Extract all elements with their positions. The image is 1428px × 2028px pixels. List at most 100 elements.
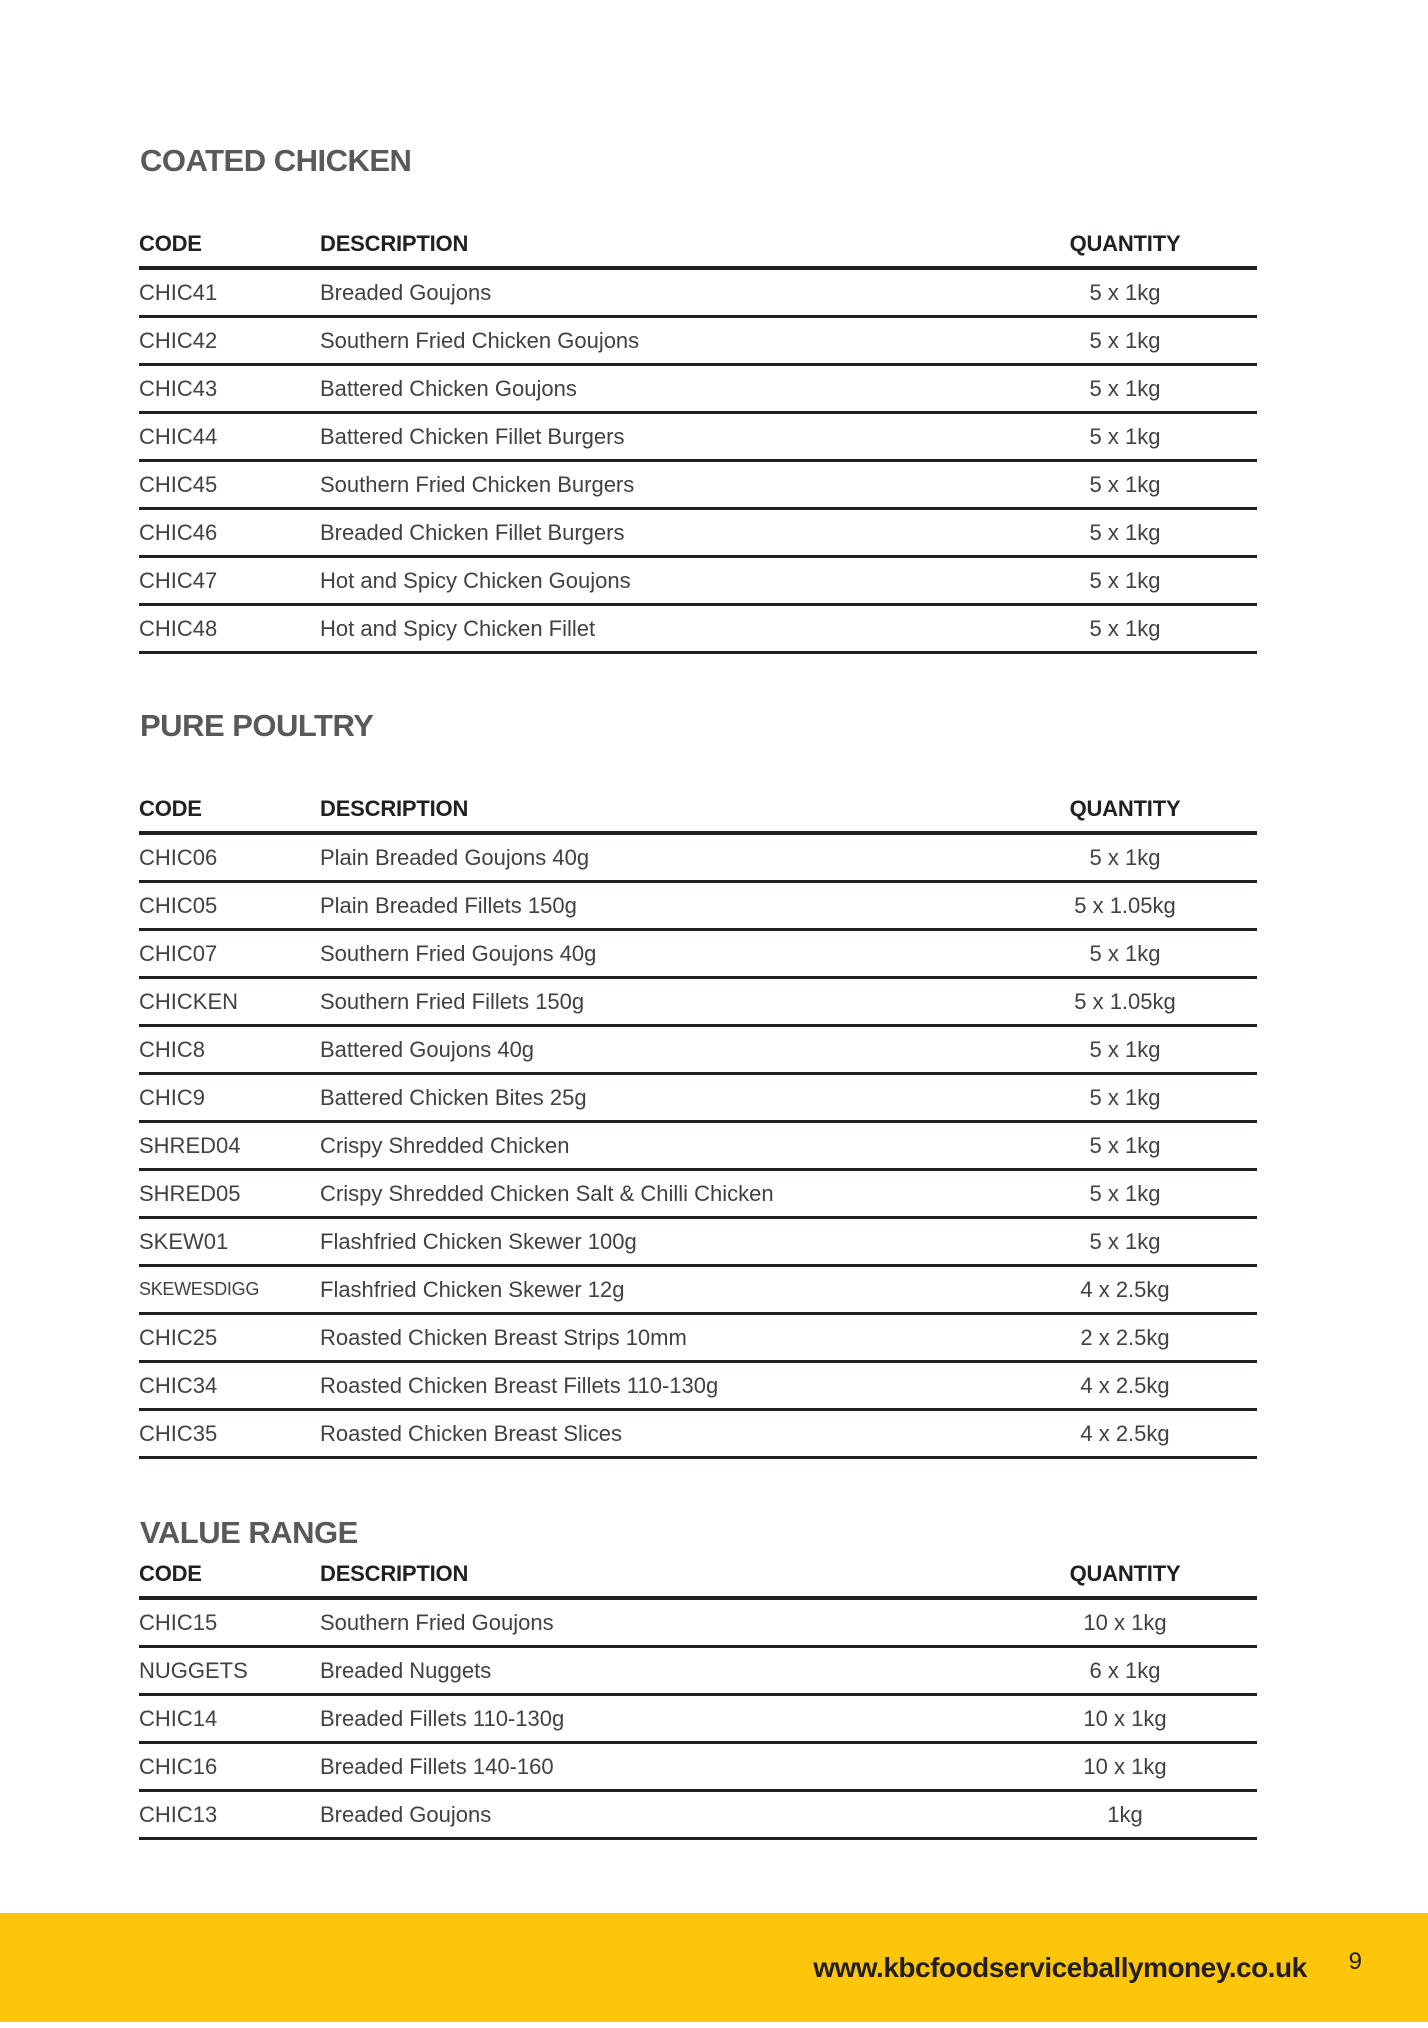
code-cell: CHIC45 [139, 460, 320, 510]
table-row: SKEW01 Flashfried Chicken Skewer 100g 5 x … [139, 1217, 1257, 1267]
description-cell: Battered Goujons 40g [320, 1025, 993, 1075]
code-column-header: CODE [139, 231, 320, 270]
quantity-cell: 5 x 1.05kg [993, 881, 1257, 931]
code-cell: CHIC05 [139, 881, 320, 931]
code-cell: SHRED05 [139, 1169, 320, 1219]
quantity-cell: 4 x 2.5kg [993, 1265, 1257, 1315]
description-cell: Battered Chicken Fillet Burgers [320, 412, 993, 462]
description-cell: Southern Fried Goujons [320, 1598, 993, 1648]
quantity-cell: 5 x 1kg [993, 1217, 1257, 1267]
code-cell: CHIC07 [139, 929, 320, 979]
section-value-range: VALUE RANGE CODE DESCRIPTION QUANTITY CH… [139, 1517, 1257, 1840]
table-row: CHIC45 Southern Fried Chicken Burgers 5 x … [139, 460, 1257, 510]
code-cell: CHIC9 [139, 1073, 320, 1123]
description-cell: Breaded Goujons [320, 268, 993, 318]
description-cell: Flashfried Chicken Skewer 12g [320, 1265, 993, 1315]
section-title: VALUE RANGE [140, 1515, 358, 1550]
quantity-cell: 10 x 1kg [993, 1742, 1257, 1792]
table-row: CHIC48 Hot and Spicy Chicken Fillet 5 x 1k… [139, 604, 1257, 654]
table-row: SHRED05 Crispy Shredded Chicken Salt & Ch… [139, 1169, 1257, 1219]
table-header-row: CODE DESCRIPTION QUANTITY [139, 231, 1257, 270]
quantity-column-header: QUANTITY [993, 1561, 1257, 1600]
description-cell: Roasted Chicken Breast Fillets 110-130g [320, 1361, 993, 1411]
footer-bar: www.kbcfoodserviceballymoney.co.uk 9 [0, 1913, 1428, 2022]
quantity-cell: 5 x 1kg [993, 460, 1257, 510]
code-cell: CHIC48 [139, 604, 320, 654]
description-column-header: DESCRIPTION [320, 1561, 993, 1600]
page-content: COATED CHICKEN CODE DESCRIPTION QUANTITY… [139, 145, 1257, 1840]
code-cell: CHIC16 [139, 1742, 320, 1792]
code-cell: CHIC15 [139, 1598, 320, 1648]
description-cell: Flashfried Chicken Skewer 100g [320, 1217, 993, 1267]
quantity-cell: 6 x 1kg [993, 1646, 1257, 1696]
code-cell: CHICKEN [139, 977, 320, 1027]
quantity-cell: 5 x 1kg [993, 929, 1257, 979]
table-row: CHIC05 Plain Breaded Fillets 150g 5 x 1.05… [139, 881, 1257, 931]
code-cell: CHIC13 [139, 1790, 320, 1840]
code-column-header: CODE [139, 796, 320, 835]
table-row: CHIC42 Southern Fried Chicken Goujons 5 x … [139, 316, 1257, 366]
table-row: SKEWESDIGG Flashfried Chicken Skewer 12g 4… [139, 1265, 1257, 1315]
quantity-cell: 5 x 1kg [993, 412, 1257, 462]
table-row: CHIC35 Roasted Chicken Breast Slices 4 x 2… [139, 1409, 1257, 1459]
table-row: CHIC25 Roasted Chicken Breast Strips 10mm… [139, 1313, 1257, 1363]
description-cell: Crispy Shredded Chicken [320, 1121, 993, 1171]
table-row: CHIC43 Battered Chicken Goujons 5 x 1kg [139, 364, 1257, 414]
product-table: CODE DESCRIPTION QUANTITY CHIC15 Southern… [139, 1561, 1257, 1840]
section-title: COATED CHICKEN [140, 143, 412, 178]
table-row: CHIC13 Breaded Goujons 1kg [139, 1790, 1257, 1840]
table-row: NUGGETS Breaded Nuggets 6 x 1kg [139, 1646, 1257, 1696]
quantity-cell: 5 x 1kg [993, 316, 1257, 366]
quantity-cell: 10 x 1kg [993, 1694, 1257, 1744]
code-cell: SKEW01 [139, 1217, 320, 1267]
code-cell: CHIC44 [139, 412, 320, 462]
quantity-cell: 5 x 1.05kg [993, 977, 1257, 1027]
code-cell: CHIC14 [139, 1694, 320, 1744]
section-pure-poultry: PURE POULTRY CODE DESCRIPTION QUANTITY C… [139, 710, 1257, 1459]
table-row: CHICKEN Southern Fried Fillets 150g 5 x 1.… [139, 977, 1257, 1027]
quantity-cell: 5 x 1kg [993, 604, 1257, 654]
table-row: CHIC44 Battered Chicken Fillet Burgers 5 x… [139, 412, 1257, 462]
quantity-cell: 5 x 1kg [993, 1121, 1257, 1171]
product-table: CODE DESCRIPTION QUANTITY CHIC06 Plain Br… [139, 796, 1257, 1459]
description-cell: Southern Fried Fillets 150g [320, 977, 993, 1027]
description-cell: Battered Chicken Bites 25g [320, 1073, 993, 1123]
quantity-cell: 5 x 1kg [993, 1073, 1257, 1123]
table-row: SHRED04 Crispy Shredded Chicken 5 x 1kg [139, 1121, 1257, 1171]
description-column-header: DESCRIPTION [320, 231, 993, 270]
product-table: CODE DESCRIPTION QUANTITY CHIC41 Breaded … [139, 231, 1257, 654]
table-row: CHIC41 Breaded Goujons 5 x 1kg [139, 268, 1257, 318]
quantity-cell: 1kg [993, 1790, 1257, 1840]
code-cell: NUGGETS [139, 1646, 320, 1696]
quantity-cell: 4 x 2.5kg [993, 1361, 1257, 1411]
table-row: CHIC8 Battered Goujons 40g 5 x 1kg [139, 1025, 1257, 1075]
table-row: CHIC14 Breaded Fillets 110-130g 10 x 1kg [139, 1694, 1257, 1744]
quantity-cell: 5 x 1kg [993, 556, 1257, 606]
table-header-row: CODE DESCRIPTION QUANTITY [139, 796, 1257, 835]
description-cell: Breaded Chicken Fillet Burgers [320, 508, 993, 558]
table-row: CHIC34 Roasted Chicken Breast Fillets 110… [139, 1361, 1257, 1411]
description-cell: Breaded Fillets 140-160 [320, 1742, 993, 1792]
table-row: CHIC15 Southern Fried Goujons 10 x 1kg [139, 1598, 1257, 1648]
quantity-cell: 5 x 1kg [993, 1025, 1257, 1075]
footer-website-url: www.kbcfoodserviceballymoney.co.uk [813, 1951, 1307, 1983]
quantity-cell: 4 x 2.5kg [993, 1409, 1257, 1459]
code-cell: CHIC46 [139, 508, 320, 558]
quantity-cell: 5 x 1kg [993, 268, 1257, 318]
description-cell: Roasted Chicken Breast Strips 10mm [320, 1313, 993, 1363]
quantity-cell: 5 x 1kg [993, 833, 1257, 883]
code-column-header: CODE [139, 1561, 320, 1600]
quantity-cell: 5 x 1kg [993, 508, 1257, 558]
section-coated-chicken: COATED CHICKEN CODE DESCRIPTION QUANTITY… [139, 145, 1257, 654]
table-header-row: CODE DESCRIPTION QUANTITY [139, 1561, 1257, 1600]
quantity-cell: 10 x 1kg [993, 1598, 1257, 1648]
code-cell: CHIC42 [139, 316, 320, 366]
table-row: CHIC16 Breaded Fillets 140-160 10 x 1kg [139, 1742, 1257, 1792]
code-cell: CHIC34 [139, 1361, 320, 1411]
quantity-column-header: QUANTITY [993, 231, 1257, 270]
code-cell: CHIC8 [139, 1025, 320, 1075]
code-cell: CHIC43 [139, 364, 320, 414]
table-row: CHIC9 Battered Chicken Bites 25g 5 x 1kg [139, 1073, 1257, 1123]
description-cell: Breaded Fillets 110-130g [320, 1694, 993, 1744]
